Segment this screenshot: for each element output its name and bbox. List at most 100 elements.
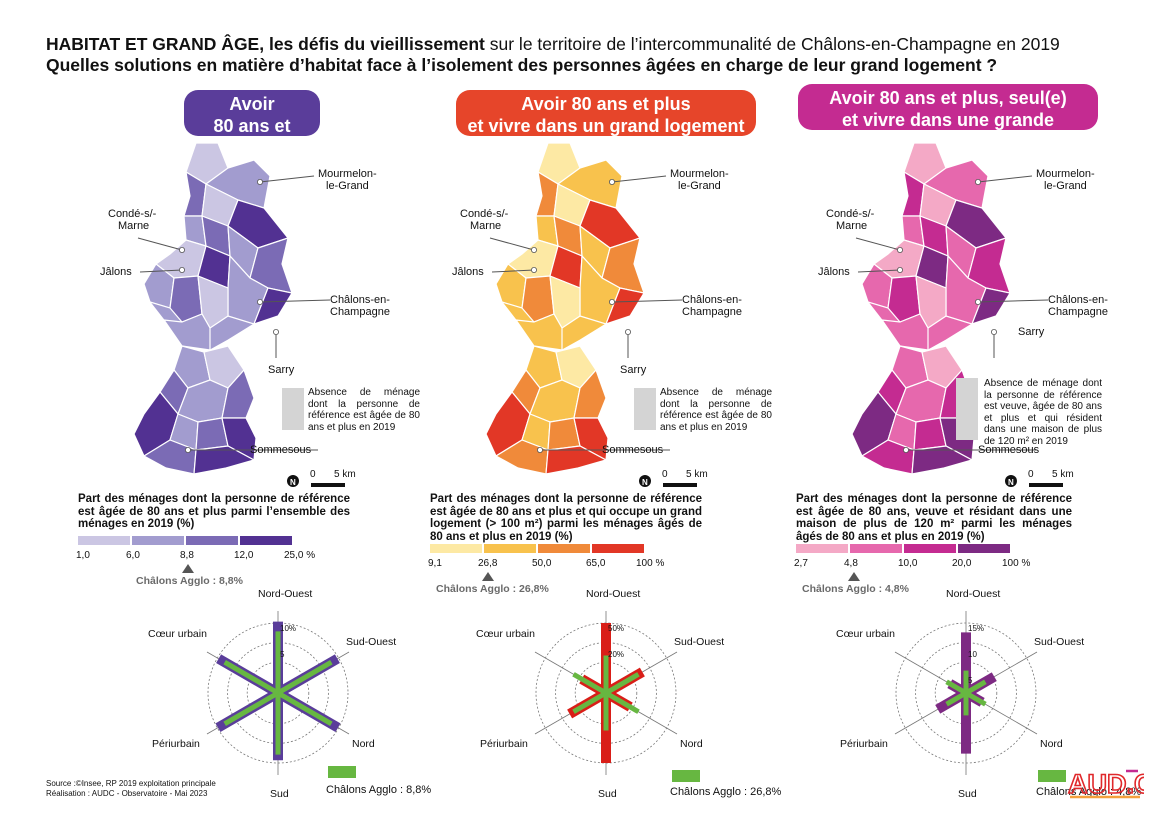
- svg-text:AUD.C: AUD.C: [1068, 769, 1144, 799]
- label-chalons-2: Champagne: [1048, 306, 1108, 318]
- radar-agglo-bar: [223, 690, 280, 726]
- legend-swatch: [958, 544, 1010, 553]
- label-conde-1: Condé-s/-: [460, 208, 509, 220]
- radar-label-nord-ouest: Nord-Ouest: [258, 588, 313, 600]
- label-sarry: Sarry: [1018, 326, 1045, 338]
- legend-tick: 10,0: [898, 558, 918, 569]
- radar-label-sud-ouest: Sud-Ouest: [346, 636, 397, 648]
- radar-agglo-bar: [964, 690, 987, 707]
- legend-tick: 26,8: [478, 558, 498, 569]
- scale-five: 5 km: [686, 469, 708, 480]
- radar-label-sud: Sud: [598, 788, 617, 800]
- radar-agglo-bar: [572, 672, 608, 696]
- radar-ring-label: 10: [968, 650, 977, 659]
- title-rest: sur le territoire de l’intercommunalité …: [484, 34, 1060, 54]
- agglo-marker-icon: [482, 572, 494, 581]
- choropleth-map: N: [133, 142, 345, 487]
- agglo-marker-icon: [848, 572, 860, 581]
- label-conde-2: Marne: [470, 220, 502, 232]
- label-sommesous: Sommesous: [250, 444, 312, 456]
- radar-label-nord: Nord: [1040, 738, 1063, 750]
- legend-title: Part des ménages dont la personne de réf…: [430, 493, 702, 543]
- legend-swatch: [538, 544, 590, 553]
- label-chalons-1: Châlons-en-: [330, 294, 390, 306]
- page-title: HABITAT ET GRAND ÂGE, les défis du vieil…: [46, 34, 1060, 76]
- label-sommesous: Sommesous: [978, 444, 1040, 456]
- radar-label-sud-ouest: Sud-Ouest: [1034, 636, 1085, 648]
- radar-agglo-bar: [945, 679, 968, 696]
- radar-label-coeur: Cœur urbain: [476, 628, 535, 640]
- label-conde-2: Marne: [836, 220, 868, 232]
- legend-swatch: [430, 544, 482, 553]
- svg-text:N: N: [642, 478, 648, 487]
- label-conde-2: Marne: [118, 220, 150, 232]
- radar-ring-label: 20%: [608, 650, 625, 659]
- source-note: Source :©Insee, RP 2019 exploitation pri…: [46, 779, 216, 798]
- label-mourmelon: Mourmelon-le-Grand: [318, 168, 377, 192]
- absence-swatch: [956, 378, 978, 440]
- legend-tick: 100 %: [636, 558, 665, 569]
- label-sommesous: Sommesous: [602, 444, 664, 456]
- agglo-legend-label: Châlons Agglo : 26,8%: [670, 786, 782, 798]
- label-jalons: Jâlons: [100, 266, 132, 278]
- radar-chart: [894, 611, 1038, 775]
- label-conde: Condé-s/- Marne: [460, 208, 508, 232]
- subtitle: Quelles solutions en matière d’habitat f…: [46, 55, 998, 75]
- scale-five: 5 km: [1052, 469, 1074, 480]
- legend-tick: 25,0 %: [284, 550, 316, 561]
- label-mourmelon-2: le-Grand: [1044, 180, 1087, 192]
- agglo-label: Châlons Agglo : 26,8%: [436, 583, 549, 595]
- legend-tick: 1,0: [76, 550, 90, 561]
- legend-swatch: [484, 544, 536, 553]
- radar-agglo-bar: [945, 690, 968, 707]
- radar-label-nord-ouest: Nord-Ouest: [946, 588, 1001, 600]
- panel-grande-maison: Avoir 80 ans et plus, seul(e) et vivre d…: [794, 84, 1156, 818]
- radar-label-sud: Sud: [958, 788, 977, 800]
- radar-chart: [534, 611, 678, 775]
- legend-tick: 4,8: [844, 558, 858, 569]
- legend-title: Part des ménages dont la personne de réf…: [78, 493, 350, 530]
- panel-header-pill: Avoir 80 ans et plus et vivre dans un gr…: [456, 90, 756, 136]
- label-chalons: Châlons-en- Champagne: [682, 294, 742, 318]
- label-jalons: Jâlons: [818, 266, 850, 278]
- pill-line-2: 80 ans et plus: [213, 116, 291, 158]
- legend-swatch: [904, 544, 956, 553]
- panel-age80: Avoir 80 ans et plus N Mourmelon-le-Grand…: [76, 88, 438, 818]
- legend-tick: 100 %: [1002, 558, 1031, 569]
- radar-agglo-bar: [572, 690, 608, 714]
- radar-label-periurbain: Périurbain: [480, 738, 528, 750]
- radar-label-nord-ouest: Nord-Ouest: [586, 588, 641, 600]
- radar-ring-label: 10%: [280, 624, 297, 633]
- legend-tick: 20,0: [952, 558, 972, 569]
- panel-header-pill: Avoir 80 ans et plus: [184, 90, 320, 158]
- legend-swatch: [186, 536, 238, 545]
- pill-line-1: Avoir: [229, 94, 275, 114]
- label-conde: Condé-s/- Marne: [826, 208, 874, 232]
- radar-label-periurbain: Périurbain: [840, 738, 888, 750]
- svg-text:N: N: [1008, 478, 1014, 487]
- radar-label-periurbain: Périurbain: [152, 738, 200, 750]
- label-conde: Condé-s/- Marne: [108, 208, 156, 232]
- label-chalons-2: Champagne: [682, 306, 742, 318]
- agglo-legend-label: Châlons Agglo : 8,8%: [326, 784, 432, 796]
- legend-swatch: [796, 544, 848, 553]
- label-chalons-2: Champagne: [330, 306, 390, 318]
- label-mourmelon-2: le-Grand: [678, 180, 721, 192]
- radar-agglo-bar: [276, 690, 333, 726]
- legend-tick: 65,0: [586, 558, 606, 569]
- label-sarry: Sarry: [620, 364, 647, 376]
- radar-label-nord: Nord: [680, 738, 703, 750]
- label-mourmelon: Mourmelon-le-Grand: [1036, 168, 1095, 192]
- absence-note: Absence de ménage dont la personne de ré…: [308, 387, 420, 433]
- absence-swatch: [634, 388, 656, 430]
- radar-label-sud: Sud: [270, 788, 289, 800]
- audc-logo: AUD.C: [1067, 768, 1144, 800]
- radar-chart: [206, 611, 350, 775]
- radar-agglo-bar: [964, 679, 987, 696]
- panel-grand-logement: Avoir 80 ans et plus et vivre dans un gr…: [428, 88, 790, 818]
- radar-agglo-bar: [223, 660, 280, 696]
- legend-swatch: [850, 544, 902, 553]
- scale-zero: 0: [310, 469, 316, 480]
- label-conde-1: Condé-s/-: [108, 208, 157, 220]
- title-bold: HABITAT ET GRAND ÂGE, les défis du vieil…: [46, 34, 485, 54]
